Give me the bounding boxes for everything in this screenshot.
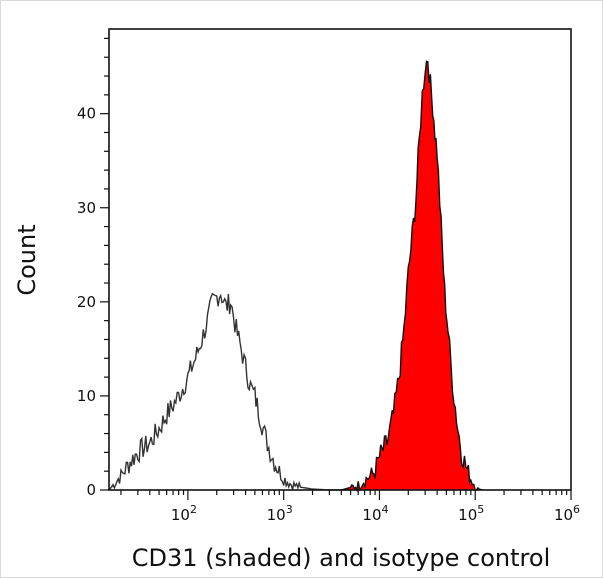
series-0-line <box>108 292 351 491</box>
x-tick-label: 103 <box>267 503 293 524</box>
series-layer <box>108 60 483 493</box>
y-tick-label: 20 <box>77 293 96 311</box>
x-tick-label: 102 <box>171 503 197 524</box>
ticks-layer: 0 10 20 30 40 102 103 104 105 106 <box>77 37 580 524</box>
x-tick-label: 106 <box>554 503 580 524</box>
series-1-outline <box>341 60 483 493</box>
x-tick-label: 105 <box>458 503 484 524</box>
x-tick-label: 104 <box>362 503 388 524</box>
y-tick-label: 40 <box>77 105 96 123</box>
y-tick-label: 0 <box>86 481 96 499</box>
y-axis-title: Count <box>13 224 41 295</box>
plot-frame <box>108 28 572 491</box>
series-1-fill <box>341 61 483 491</box>
x-axis-title: CD31 (shaded) and isotype control <box>132 544 551 572</box>
y-tick-label: 10 <box>77 387 96 405</box>
y-tick-label: 30 <box>77 199 96 217</box>
axes-layer <box>108 28 572 491</box>
